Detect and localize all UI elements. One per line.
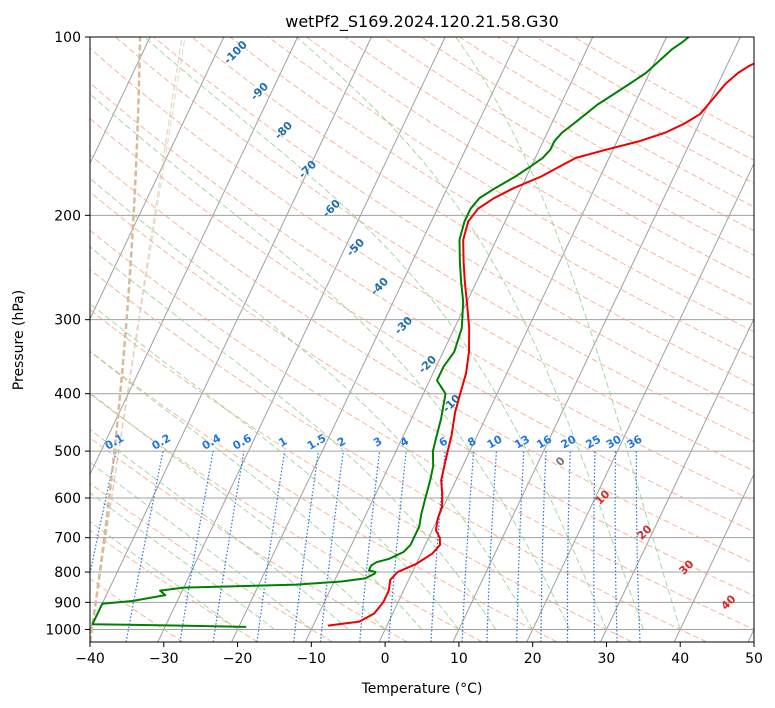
moist-adiabat-line: [90, 246, 497, 630]
x-tick-label: −10: [297, 651, 327, 667]
dry-adiabat-line: [90, 268, 707, 642]
y-tick-label: 900: [54, 595, 81, 611]
dry-adiabat-line: [115, 37, 754, 443]
y-tick-label: 1000: [45, 622, 81, 638]
y-tick-label: 600: [54, 491, 81, 507]
isotherm-line: [452, 37, 741, 642]
mixing-ratio-line: [593, 451, 596, 642]
temperature-line: [327, 62, 754, 627]
isotherm-line: [90, 37, 151, 165]
isotherm-line: [90, 37, 299, 476]
moist-adiabat-line: [455, 37, 681, 630]
y-tick-label: 100: [54, 30, 81, 46]
isotherm-line: [90, 37, 372, 631]
y-axis-label: Pressure (hPa): [11, 290, 27, 390]
x-axis-label: Temperature (°C): [361, 681, 483, 697]
isotherm-line: [673, 472, 754, 642]
moist-adiabat-line: [90, 350, 423, 630]
dry-adiabat-line: [90, 437, 408, 642]
moist-adiabat-line: [90, 93, 571, 630]
y-tick-label: 300: [54, 313, 81, 329]
background-lines: [90, 37, 754, 642]
mixing-ratio-line: [486, 451, 497, 642]
dry-adiabat-line: [90, 350, 558, 642]
dry-adiabat-line: [90, 82, 754, 502]
dewpoint-line: [91, 37, 690, 628]
x-tick-label: 50: [745, 651, 763, 667]
mixing-ratio-line: [516, 451, 525, 642]
dry-adiabat-line: [90, 229, 754, 630]
y-axis: 100 200 300 400 500 600 700 800 900 1000: [45, 30, 90, 638]
dry-adiabat-line: [191, 37, 754, 386]
curve-line: [90, 37, 142, 642]
dry-adiabat-line: [90, 578, 184, 642]
curve-line: [90, 37, 186, 642]
x-tick-label: 0: [381, 651, 390, 667]
x-tick-label: 10: [450, 651, 468, 667]
x-tick-label: −20: [223, 651, 253, 667]
y-tick-label: 400: [54, 387, 81, 403]
y-tick-label: 500: [54, 444, 81, 460]
moist-adiabat-line: [143, 37, 607, 630]
mixing-ratio-line: [540, 451, 547, 642]
x-tick-label: 20: [524, 651, 542, 667]
mixing-ratio-line: [90, 450, 117, 576]
profiles: [91, 37, 754, 628]
mixing-ratio-line: [388, 451, 407, 642]
mixing-ratio-line: [566, 451, 571, 642]
y-tick-label: 200: [54, 208, 81, 224]
moist-adiabat-line: [90, 461, 312, 630]
dry-adiabat-line: [90, 191, 754, 597]
y-tick-label: 800: [54, 565, 81, 581]
mixing-ratio-line: [635, 451, 641, 642]
isotherm-line: [231, 37, 520, 642]
dry-adiabat-line: [268, 37, 754, 333]
dry-adiabat-line: [229, 37, 754, 359]
mixing-ratio-line: [359, 451, 381, 642]
moist-adiabat-line: [90, 177, 534, 630]
moist-adiabat-line: [90, 428, 349, 630]
x-tick-label: 30: [598, 651, 616, 667]
plot-frame: [89, 36, 755, 643]
chart-title: wetPf2_S169.2024.120.21.58.G30: [285, 12, 559, 32]
dry-adiabat-line: [153, 37, 754, 414]
isotherm-line: [526, 162, 754, 642]
dry-adiabat-line: [90, 154, 754, 565]
isotherm-line: [157, 37, 446, 642]
x-tick-label: 40: [671, 651, 689, 667]
x-axis: −40 −30 −20 −10 0 10 20 30 40 50: [75, 642, 763, 667]
isotherm-line: [90, 37, 225, 320]
y-tick-label: 700: [54, 531, 81, 547]
isotherm-line: [378, 37, 667, 642]
isotherm-line: [304, 37, 594, 642]
moist-adiabat-line: [296, 37, 644, 630]
x-tick-label: −30: [149, 651, 179, 667]
isotherm-line: [600, 317, 754, 642]
dry-adiabat-line: [90, 47, 754, 472]
dry-adiabat-line: [90, 309, 633, 642]
mixing-ratio-line: [461, 451, 475, 642]
mixing-ratio-line: [614, 451, 618, 642]
x-tick-label: −40: [75, 651, 105, 667]
